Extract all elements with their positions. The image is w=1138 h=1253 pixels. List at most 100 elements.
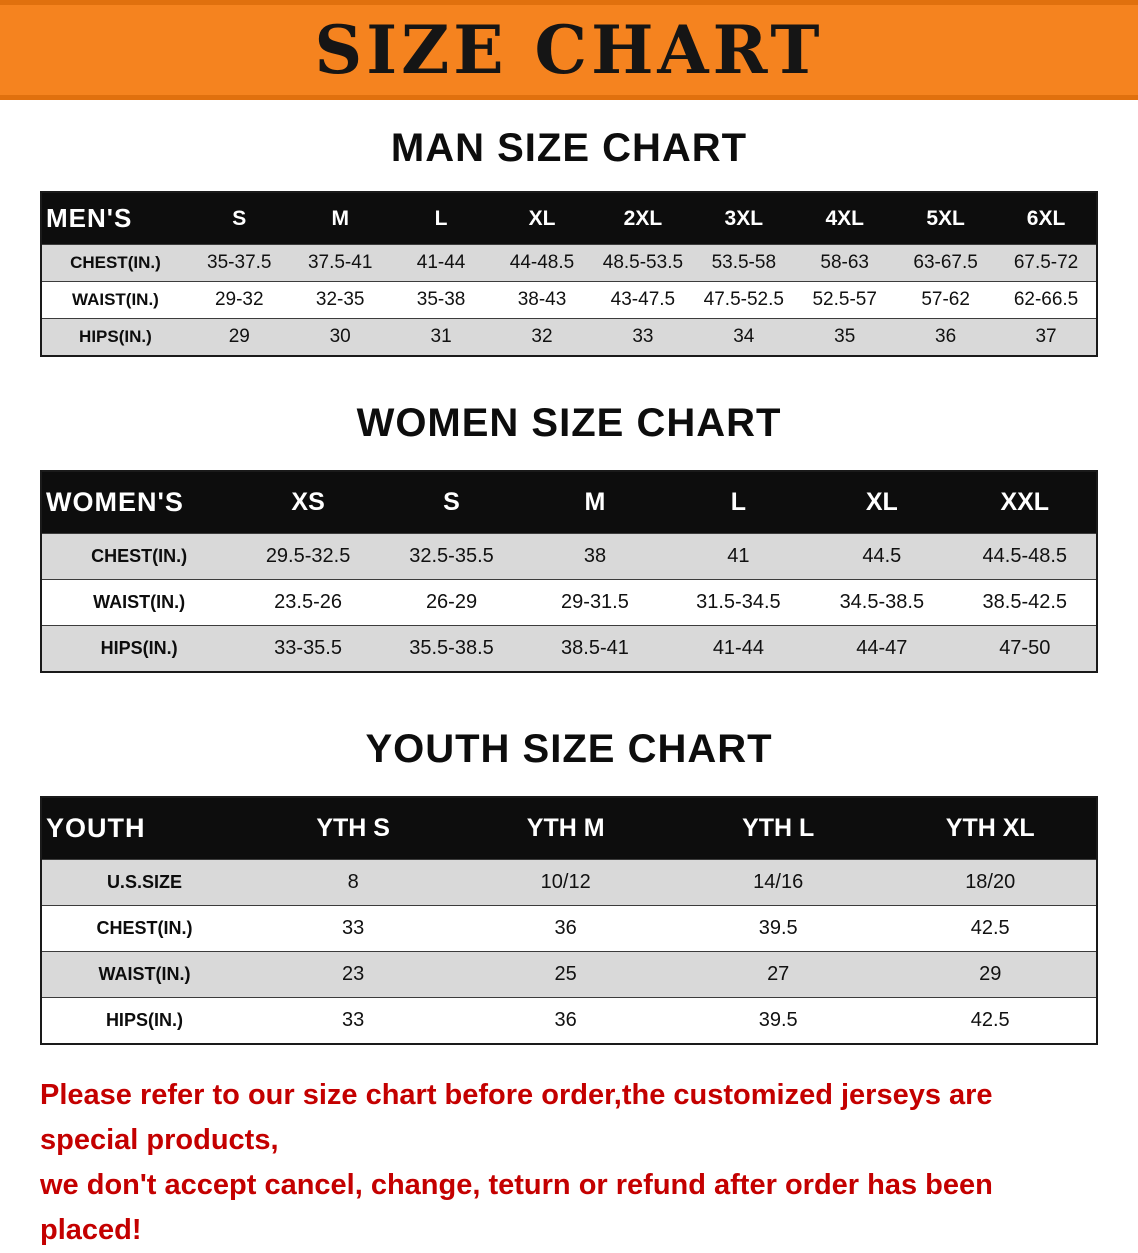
size-value-cell: 31.5-34.5 xyxy=(696,591,781,613)
table-row: CHEST(IN.) 29.5-32.5 32.5-35.5 38 41 44.5 44.5… xyxy=(41,533,1097,580)
size-value-cell: 36 xyxy=(554,917,577,939)
row-label: U.S.SIZE xyxy=(106,872,182,892)
size-column-header: XL xyxy=(810,471,954,534)
youth-size-table: YOUTH YTH S YTH M YTH L YTH XL U.S.SIZE 8 10/12… xyxy=(40,796,1098,1045)
table-header-row: MEN'S S M L XL 2XL 3XL 4XL 5XL 6XL xyxy=(41,192,1097,245)
size-column-header: M xyxy=(289,192,391,245)
size-value-cell: 32-35 xyxy=(315,289,365,310)
row-label: HIPS(IN.) xyxy=(79,327,152,346)
size-value-cell: 38 xyxy=(583,545,607,567)
table-row: CHEST(IN.) 35-37.5 37.5-41 41-44 44-48.5 48.5… xyxy=(41,244,1097,282)
size-value-cell: 33 xyxy=(632,326,654,347)
size-value-cell: 57-62 xyxy=(921,289,970,310)
size-value-cell: 58-63 xyxy=(820,252,870,273)
size-column-header: YTH L xyxy=(671,797,885,860)
men-size-section: MAN SIZE CHART MEN'S S M L XL 2XL 3XL 4XL 5XL 6XL… xyxy=(0,126,1138,357)
row-label: WAIST(IN.) xyxy=(98,964,191,984)
size-value-cell: 47.5-52.5 xyxy=(703,289,784,310)
size-value-cell: 38.5-41 xyxy=(561,637,629,659)
table-corner-label: MEN'S xyxy=(41,192,189,245)
size-value-cell: 36 xyxy=(935,326,957,347)
size-value-cell: 32 xyxy=(531,326,553,347)
women-size-section: WOMEN SIZE CHART WOMEN'S XS S M L XL XXL CHEST(… xyxy=(0,401,1138,673)
size-column-header: 6XL xyxy=(996,192,1097,245)
men-size-table: MEN'S S M L XL 2XL 3XL 4XL 5XL 6XL CHEST(IN.) 35-37… xyxy=(40,191,1098,357)
table-row: HIPS(IN.) 29 30 31 32 33 34 35 36 37 xyxy=(41,318,1097,356)
row-label: CHEST(IN.) xyxy=(70,253,161,272)
size-value-cell: 33 xyxy=(342,917,365,939)
size-value-cell: 29-31.5 xyxy=(561,591,629,613)
row-label: CHEST(IN.) xyxy=(96,918,193,938)
size-value-cell: 43-47.5 xyxy=(610,289,676,310)
row-label: HIPS(IN.) xyxy=(105,1010,183,1030)
table-row: WAIST(IN.) 29-32 32-35 35-38 38-43 43-47.5 47.… xyxy=(41,281,1097,319)
size-value-cell: 35.5-38.5 xyxy=(409,637,494,659)
size-value-cell: 14/16 xyxy=(753,871,804,893)
size-column-header: S xyxy=(188,192,290,245)
size-value-cell: 29 xyxy=(979,963,1002,985)
size-value-cell: 33-35.5 xyxy=(274,637,342,659)
size-value-cell: 67.5-72 xyxy=(1013,252,1079,273)
size-column-header: S xyxy=(379,471,524,534)
youth-section-heading: YOUTH SIZE CHART xyxy=(365,727,773,771)
size-chart-banner: SIZE CHART xyxy=(0,0,1138,100)
size-value-cell: 44-47 xyxy=(856,637,908,659)
size-value-cell: 23 xyxy=(342,963,365,985)
size-value-cell: 34.5-38.5 xyxy=(839,591,925,613)
youth-size-section: YOUTH SIZE CHART YOUTH YTH S YTH M YTH L YTH… xyxy=(0,727,1138,1045)
size-column-header: YTH S xyxy=(246,797,460,860)
size-value-cell: 39.5 xyxy=(758,917,798,939)
size-value-cell: 25 xyxy=(554,963,577,985)
banner-title: SIZE CHART xyxy=(314,11,824,89)
size-value-cell: 37.5-41 xyxy=(307,252,373,273)
men-section-heading: MAN SIZE CHART xyxy=(390,126,748,170)
size-value-cell: 32.5-35.5 xyxy=(409,545,494,567)
size-column-header: M xyxy=(523,471,667,534)
size-value-cell: 35-37.5 xyxy=(207,252,272,273)
disclaimer-line-2: we don't accept cancel, change, teturn o… xyxy=(40,1168,993,1246)
size-column-header: 3XL xyxy=(693,192,795,245)
women-size-table: WOMEN'S XS S M L XL XXL CHEST(IN.) 29.5-32.5 32.5… xyxy=(40,470,1098,673)
size-value-cell: 27 xyxy=(767,963,790,985)
row-label: CHEST(IN.) xyxy=(91,546,188,566)
size-value-cell: 44.5-48.5 xyxy=(982,545,1068,567)
size-value-cell: 44-48.5 xyxy=(509,252,575,273)
table-row: U.S.SIZE 8 10/12 14/16 18/20 xyxy=(41,859,1097,906)
disclaimer: Please refer to our size chart before or… xyxy=(0,1045,1138,1253)
table-row: WAIST(IN.) 23 25 27 29 xyxy=(41,951,1097,998)
size-value-cell: 42.5 xyxy=(970,917,1010,939)
table-row: HIPS(IN.) 33 36 39.5 42.5 xyxy=(41,997,1097,1044)
table-corner-label: YOUTH xyxy=(41,797,247,860)
size-value-cell: 34 xyxy=(733,326,755,347)
size-column-header: YTH XL xyxy=(884,797,1097,860)
size-value-cell: 41 xyxy=(727,545,750,567)
table-row: HIPS(IN.) 33-35.5 35.5-38.5 38.5-41 41-44 44-… xyxy=(41,625,1097,672)
size-column-header: XS xyxy=(236,471,380,534)
size-value-cell: 47-50 xyxy=(999,637,1051,659)
size-value-cell: 37 xyxy=(1035,326,1057,347)
size-charts: MAN SIZE CHART MEN'S S M L XL 2XL 3XL 4XL 5XL 6XL… xyxy=(0,126,1138,1045)
size-value-cell: 35-38 xyxy=(416,289,466,310)
disclaimer-line-1: Please refer to our size chart before or… xyxy=(40,1079,993,1156)
size-value-cell: 30 xyxy=(329,326,351,347)
size-value-cell: 38.5-42.5 xyxy=(982,591,1068,613)
size-column-header: 5XL xyxy=(895,192,997,245)
size-value-cell: 39.5 xyxy=(758,1009,798,1031)
size-column-header: L xyxy=(390,192,492,245)
women-table-wrap: WOMEN'S XS S M L XL XXL CHEST(IN.) 29.5-32.5 32.5… xyxy=(0,470,1138,673)
table-header-row: YOUTH YTH S YTH M YTH L YTH XL xyxy=(41,797,1097,860)
size-column-header: XL xyxy=(491,192,593,245)
table-row: WAIST(IN.) 23.5-26 26-29 29-31.5 31.5-34.5 34… xyxy=(41,579,1097,626)
size-value-cell: 36 xyxy=(554,1009,577,1031)
size-value-cell: 8 xyxy=(347,871,359,893)
size-value-cell: 35 xyxy=(834,326,856,347)
table-header-row: WOMEN'S XS S M L XL XXL xyxy=(41,471,1097,534)
size-column-header: YTH M xyxy=(459,797,672,860)
size-value-cell: 18/20 xyxy=(965,871,1016,893)
size-value-cell: 63-67.5 xyxy=(913,252,978,273)
men-table-wrap: MEN'S S M L XL 2XL 3XL 4XL 5XL 6XL CHEST(IN.) 35-37… xyxy=(0,191,1138,357)
row-label: HIPS(IN.) xyxy=(100,638,178,658)
size-column-header: 4XL xyxy=(794,192,896,245)
size-value-cell: 29.5-32.5 xyxy=(265,545,351,567)
youth-table-wrap: YOUTH YTH S YTH M YTH L YTH XL U.S.SIZE 8 10/12… xyxy=(0,796,1138,1045)
